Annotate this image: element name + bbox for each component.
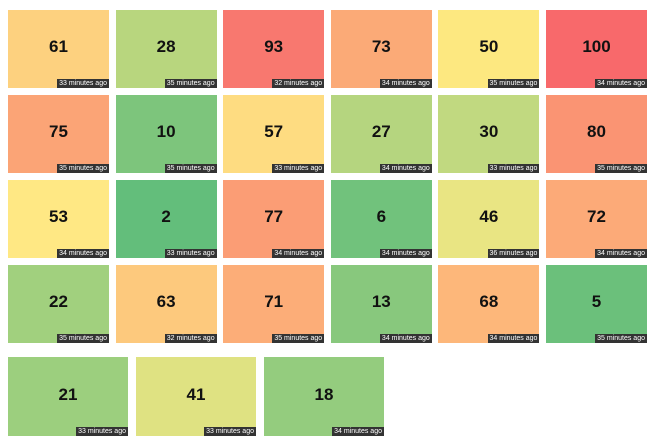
- tile-value: 21: [58, 384, 78, 404]
- tile-value: 63: [156, 292, 176, 311]
- tile-timestamp: 33 minutes ago: [487, 164, 540, 173]
- tile: 63 32 minutes ago: [115, 265, 217, 343]
- tile-timestamp: 35 minutes ago: [272, 334, 325, 343]
- tile-value: 50: [479, 37, 499, 56]
- tile: 28 35 minutes ago: [115, 10, 217, 88]
- tile: 75 35 minutes ago: [8, 95, 109, 173]
- tile-timestamp: 35 minutes ago: [595, 164, 647, 173]
- tile-timestamp: 33 minutes ago: [76, 427, 128, 436]
- tile-timestamp: 34 minutes ago: [379, 334, 432, 343]
- tile-timestamp: 35 minutes ago: [487, 79, 540, 88]
- tile-value: 72: [587, 207, 606, 226]
- tile-timestamp: 34 minutes ago: [379, 79, 432, 88]
- tile-timestamp: 34 minutes ago: [379, 249, 432, 258]
- tile: 5 35 minutes ago: [546, 265, 647, 343]
- tile: 27 34 minutes ago: [330, 95, 432, 173]
- tile-value: 27: [371, 122, 391, 141]
- tile-value: 77: [264, 207, 284, 226]
- tile: 93 32 minutes ago: [223, 10, 325, 88]
- tile: 57 33 minutes ago: [223, 95, 325, 173]
- tile: 77 34 minutes ago: [223, 180, 325, 258]
- tile-timestamp: 32 minutes ago: [272, 79, 325, 88]
- tile-timestamp: 32 minutes ago: [164, 334, 217, 343]
- tile-value: 73: [371, 37, 391, 56]
- tile: 72 34 minutes ago: [546, 180, 647, 258]
- tile-timestamp: 34 minutes ago: [332, 427, 384, 436]
- tile-timestamp: 34 minutes ago: [487, 334, 540, 343]
- tile: 68 34 minutes ago: [438, 265, 540, 343]
- tile: 21 33 minutes ago: [8, 357, 128, 436]
- tile-value: 13: [371, 292, 391, 311]
- tile-timestamp: 34 minutes ago: [272, 249, 325, 258]
- tile-timestamp: 35 minutes ago: [57, 164, 109, 173]
- tile: 80 35 minutes ago: [546, 95, 647, 173]
- tile: 10 35 minutes ago: [115, 95, 217, 173]
- tile-value: 53: [49, 207, 68, 226]
- tile-value: 22: [49, 292, 68, 311]
- tile-timestamp: 34 minutes ago: [595, 79, 647, 88]
- tile-timestamp: 34 minutes ago: [595, 249, 647, 258]
- tile-value: 5: [591, 292, 602, 311]
- tile-timestamp: 34 minutes ago: [57, 249, 109, 258]
- tile-value: 10: [156, 122, 176, 141]
- tile-value: 80: [587, 122, 606, 141]
- tile-value: 57: [264, 122, 284, 141]
- tile-value: 18: [314, 384, 334, 404]
- tile: 73 34 minutes ago: [330, 10, 432, 88]
- tile-timestamp: 33 minutes ago: [57, 79, 109, 88]
- tile: 6 34 minutes ago: [330, 180, 432, 258]
- tile: 50 35 minutes ago: [438, 10, 540, 88]
- tile: 2 33 minutes ago: [115, 180, 217, 258]
- tile-value: 28: [156, 37, 176, 56]
- tile-value: 46: [479, 207, 499, 226]
- tile: 61 33 minutes ago: [8, 10, 109, 88]
- tile: 13 34 minutes ago: [330, 265, 432, 343]
- tile-value: 6: [376, 207, 387, 226]
- tile-timestamp: 33 minutes ago: [272, 164, 325, 173]
- tile-value: 75: [49, 122, 68, 141]
- tile-timestamp: 33 minutes ago: [204, 427, 256, 436]
- tile: 100 34 minutes ago: [546, 10, 647, 88]
- tile-timestamp: 35 minutes ago: [164, 164, 217, 173]
- tile-value: 61: [49, 37, 68, 56]
- tile: 71 35 minutes ago: [223, 265, 325, 343]
- tile: 18 34 minutes ago: [264, 357, 384, 436]
- tile-value: 2: [161, 207, 171, 226]
- tile: 41 33 minutes ago: [136, 357, 256, 436]
- tile-value: 100: [582, 37, 611, 56]
- tile-timestamp: 36 minutes ago: [487, 249, 540, 258]
- tile-value: 93: [264, 37, 284, 56]
- tile: 46 36 minutes ago: [438, 180, 540, 258]
- tile: 53 34 minutes ago: [8, 180, 109, 258]
- tile-value: 30: [479, 122, 499, 141]
- tile-value: 71: [264, 292, 284, 311]
- tile: 22 35 minutes ago: [8, 265, 109, 343]
- tile-timestamp: 35 minutes ago: [595, 334, 647, 343]
- tile-timestamp: 35 minutes ago: [57, 334, 109, 343]
- tile-timestamp: 35 minutes ago: [164, 79, 217, 88]
- tile-value: 41: [186, 384, 206, 404]
- tile-value: 68: [479, 292, 499, 311]
- tile-timestamp: 34 minutes ago: [379, 164, 432, 173]
- tile-timestamp: 33 minutes ago: [164, 249, 217, 258]
- tile: 30 33 minutes ago: [438, 95, 540, 173]
